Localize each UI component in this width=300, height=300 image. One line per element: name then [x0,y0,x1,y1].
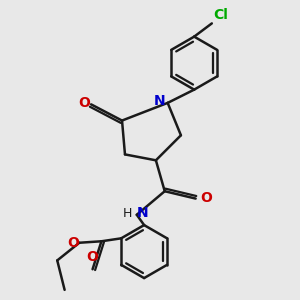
Text: N: N [154,94,165,108]
Text: Cl: Cl [213,8,228,22]
Text: O: O [200,191,212,205]
Text: O: O [67,236,79,250]
Text: H: H [123,207,132,220]
Text: O: O [79,97,91,110]
Text: O: O [86,250,98,264]
Text: N: N [137,206,148,220]
